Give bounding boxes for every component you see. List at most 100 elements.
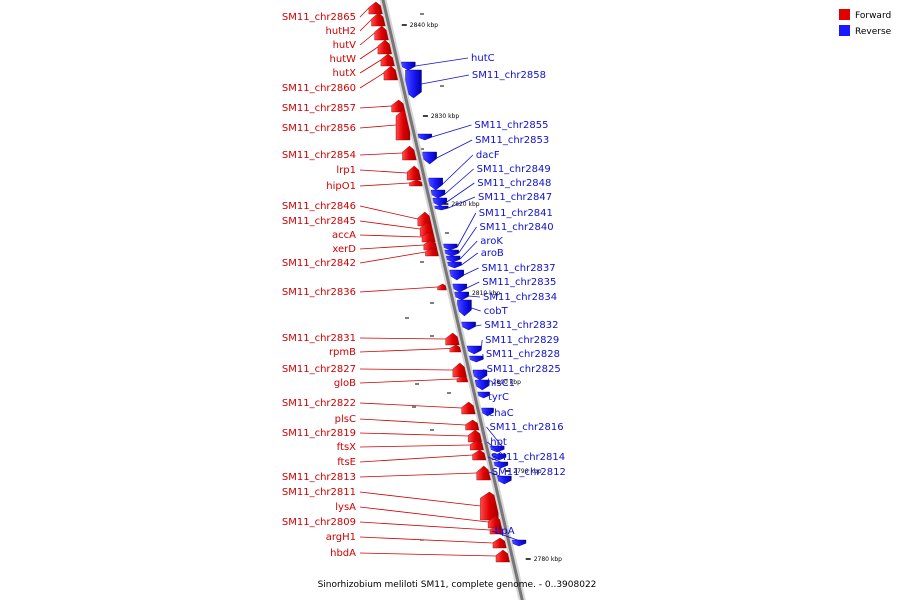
leader-line: [359, 444, 471, 448]
gene-aroB: [447, 261, 462, 269]
leader-line: [359, 105, 392, 109]
gene-label-forward: hutX: [333, 68, 357, 79]
scale-tick-label: 2800 kbp: [493, 379, 521, 386]
leader-line: [359, 72, 385, 89]
leader-line: [359, 7, 370, 18]
leader-line: [491, 530, 527, 544]
gene-label-reverse: hutC: [471, 53, 495, 64]
gene-label-forward: SM11_chr2846: [282, 201, 356, 212]
gene-label-forward: SM11_chr2836: [282, 287, 356, 298]
leader-line: [487, 456, 509, 466]
gene-SM11_chr2829: [467, 345, 482, 355]
gene-label-forward: plsC: [335, 414, 356, 425]
gene-label-reverse: SM11_chr2828: [486, 349, 560, 360]
leader-line: [484, 382, 490, 386]
gene-label-reverse: aroB: [481, 248, 504, 259]
gene-label-reverse: dacF: [476, 150, 500, 161]
gene-label-reverse: cobT: [484, 306, 509, 317]
legend: Forward Reverse: [839, 9, 892, 37]
gene-label-reverse: hpt: [490, 437, 507, 448]
gene-label-forward: hbdA: [330, 548, 356, 559]
leader-line: [359, 552, 497, 557]
legend-forward-swatch: [839, 9, 850, 20]
gene-SM11_chr2855: [417, 133, 432, 141]
gene-label-forward: ftsE: [337, 457, 356, 468]
leader-line: [484, 394, 490, 398]
scale-tick-label: 2840 kbp: [410, 22, 438, 29]
gene-label-forward: hipO1: [326, 181, 356, 192]
leader-line: [359, 472, 477, 478]
gene-label-forward: lysA: [335, 502, 356, 513]
leader-line: [415, 57, 469, 67]
scale-tick-label: 2780 kbp: [534, 556, 562, 563]
leader-line: [483, 368, 488, 376]
gene-label-forward: SM11_chr2811: [282, 487, 356, 498]
leader-line: [359, 124, 397, 129]
gene-label-reverse: aroK: [480, 236, 503, 247]
gene-lrp1: [406, 165, 422, 181]
leader-line: [359, 205, 418, 220]
leader-line: [466, 281, 480, 289]
leader-line: [359, 19, 372, 32]
gene-label-forward: SM11_chr2809: [282, 517, 356, 528]
gene-ftsE: [472, 449, 487, 461]
gene-label-reverse: SM11_chr2853: [475, 135, 549, 146]
gene-label-reverse: SM11_chr2825: [487, 364, 561, 375]
leader-line: [431, 124, 472, 138]
gene-label-reverse: SM11_chr2849: [477, 164, 551, 175]
leader-line: [359, 59, 382, 74]
leader-line: [359, 378, 457, 384]
gene-label-reverse: hisC1: [487, 378, 515, 389]
gene-label-reverse: SM11_chr2837: [482, 263, 556, 274]
gene-label-forward: SM11_chr2857: [282, 103, 356, 114]
leader-line: [485, 411, 494, 414]
leader-line: [359, 337, 446, 340]
gene-label-reverse: SM11_chr2855: [474, 120, 548, 131]
legend-reverse-label: Reverse: [855, 27, 892, 37]
leader-line: [471, 307, 481, 312]
gene-aroK: [445, 255, 461, 263]
leader-line: [359, 169, 408, 174]
gene-label-reverse: SM11_chr2835: [482, 277, 556, 288]
leader-line: [359, 368, 453, 371]
gene-hbdA: [495, 549, 511, 563]
gene-label-forward: rpmB: [329, 347, 356, 358]
gene-SM11_chr2835: [452, 283, 468, 293]
legend-reverse-swatch: [839, 25, 850, 36]
leader-line: [468, 295, 481, 298]
gene-cobT: [457, 299, 472, 317]
gene-label-reverse: SM11_chr2834: [483, 292, 557, 303]
leader-line: [446, 182, 475, 203]
leader-line: [444, 168, 474, 195]
gene-label-forward: accA: [332, 230, 356, 241]
scale-tick-label: 2820 kbp: [451, 201, 479, 208]
gene-label-forward: ftsX: [337, 442, 356, 453]
gene-dacF: [428, 177, 443, 191]
leader-line: [458, 226, 477, 254]
gene-label-reverse: SM11_chr2816: [490, 422, 564, 433]
map-caption: Sinorhizobium meliloti SM11, complete ge…: [318, 580, 597, 590]
leader-line: [359, 536, 493, 544]
gene-label-reverse: SM11_chr2814: [491, 452, 565, 463]
leader-line: [359, 251, 426, 264]
gene-label-forward: SM11_chr2813: [282, 472, 356, 483]
gene-label-forward: lrp1: [336, 165, 356, 176]
gene-label-forward: SM11_chr2822: [282, 398, 356, 409]
gene-label-reverse: SM11_chr2841: [479, 208, 553, 219]
leader-line: [421, 74, 469, 85]
leader-line: [359, 286, 438, 293]
gene-SM11_chr2832: [461, 321, 476, 331]
scale-tick-label: 2830 kbp: [431, 113, 459, 120]
gene-label-forward: SM11_chr2860: [282, 83, 356, 94]
gene-SM11_chr2853: [422, 151, 437, 165]
gene-label-forward: SM11_chr2854: [282, 150, 356, 161]
gene-label-reverse: tyrC: [488, 392, 509, 403]
leader-line: [359, 432, 469, 437]
gene-label-reverse: tlpA: [495, 526, 515, 537]
leader-line: [463, 267, 479, 276]
gene-label-forward: hutV: [333, 40, 357, 51]
gene-label-forward: SM11_chr2831: [282, 333, 356, 344]
leader-line: [359, 402, 462, 409]
gene-SM11_chr2841: [443, 243, 458, 251]
gene-argH1: [492, 537, 508, 549]
